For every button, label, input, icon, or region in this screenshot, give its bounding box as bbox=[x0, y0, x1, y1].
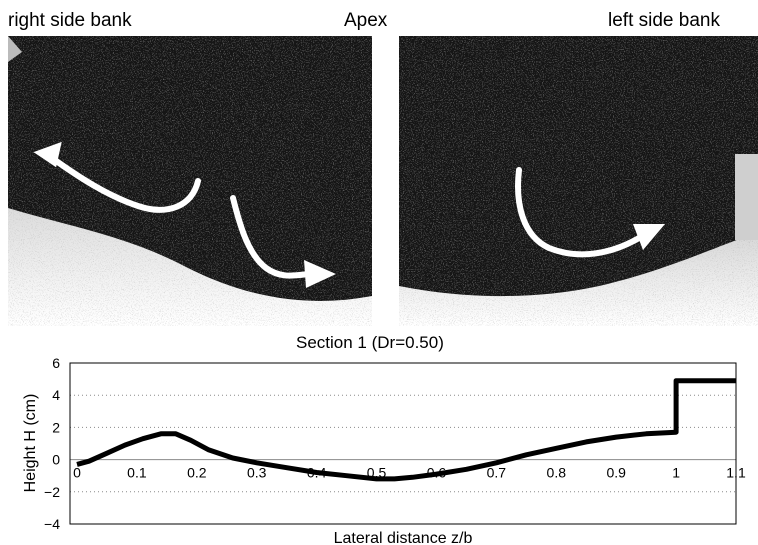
apex-label: Apex bbox=[344, 10, 388, 31]
y-tick-label-2: 0 bbox=[52, 452, 60, 468]
x-tick-label-1: 0.1 bbox=[127, 465, 147, 481]
x-axis-label: Lateral distance z/b bbox=[334, 530, 473, 545]
y-axis-label: Height H (cm) bbox=[22, 394, 39, 493]
x-tick-label-2: 0.2 bbox=[187, 465, 207, 481]
left-side-bank-label: left side bank bbox=[608, 10, 720, 31]
left-flow-photo bbox=[8, 36, 372, 326]
y-tick-label-4: 4 bbox=[52, 387, 60, 403]
chart-grid bbox=[70, 394, 736, 493]
right-flow-photo bbox=[399, 36, 758, 326]
y-tick-label-1: −2 bbox=[44, 484, 60, 500]
curved-flow-arrow-icon bbox=[515, 167, 642, 258]
x-tick-label-8: 0.8 bbox=[547, 465, 567, 481]
x-tick-label-9: 0.9 bbox=[606, 465, 626, 481]
curved-flow-arrows-icon bbox=[49, 155, 201, 213]
x-tick-label-11: 1.1 bbox=[726, 465, 746, 481]
x-tick-label-10: 1 bbox=[672, 465, 680, 481]
x-tick-label-0: 0 bbox=[73, 465, 81, 481]
x-tick-label-7: 0.7 bbox=[487, 465, 507, 481]
y-tick-label-3: 2 bbox=[52, 419, 60, 435]
x-tick-label-3: 0.3 bbox=[247, 465, 267, 481]
plot-area bbox=[69, 362, 737, 525]
y-tick-label-0: −4 bbox=[44, 516, 60, 532]
height-profile-line bbox=[76, 378, 736, 482]
y-tick-labels: −4 −2 0 2 4 6 bbox=[44, 355, 60, 532]
y-tick-label-5: 6 bbox=[52, 355, 60, 371]
chart-title: Section 1 (Dr=0.50) bbox=[296, 333, 444, 352]
right-side-bank-label: right side bank bbox=[8, 10, 132, 31]
